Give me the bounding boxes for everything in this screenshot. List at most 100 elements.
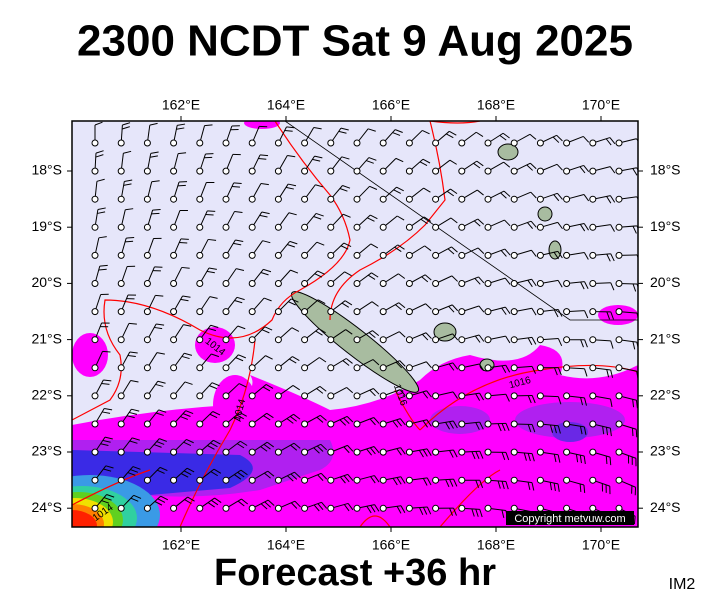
barb-feather	[186, 467, 195, 473]
barb-feather	[153, 444, 162, 448]
lat-label: 20°S	[650, 274, 681, 290]
lon-label: 166°E	[372, 97, 410, 113]
barb-station	[563, 364, 571, 372]
barb-feather	[549, 424, 554, 433]
barb-station	[196, 280, 204, 287]
barb-feather	[209, 413, 218, 419]
barb-station	[615, 476, 623, 484]
barb-feather	[501, 307, 507, 315]
barb-feather	[208, 327, 217, 332]
barb-feather	[450, 188, 458, 195]
barb-feather	[549, 482, 553, 491]
barb-feather	[425, 361, 432, 369]
barb-station	[379, 336, 387, 344]
barb-feather	[663, 140, 667, 147]
barb-feather	[259, 214, 268, 218]
barb-feather	[151, 180, 160, 183]
barb-station	[536, 308, 544, 316]
barb-feather	[342, 185, 351, 189]
barb-feather	[503, 190, 511, 197]
barb-feather	[422, 449, 428, 457]
barb-feather	[445, 479, 450, 488]
barb-station	[327, 392, 335, 400]
barb-station	[117, 392, 125, 400]
barb-station	[117, 308, 125, 316]
barb-station	[458, 364, 466, 372]
barb-station	[563, 139, 571, 147]
barb-feather	[366, 160, 374, 164]
barb-feather	[294, 471, 301, 478]
barb-feather	[505, 364, 511, 373]
barb-station	[563, 336, 571, 344]
barb-station	[327, 504, 335, 512]
barb-feather	[236, 443, 245, 449]
barb-station	[563, 308, 571, 316]
barb-feather	[260, 271, 269, 276]
barb-feather	[123, 183, 132, 186]
barb-feather	[448, 305, 455, 313]
barb-feather	[422, 158, 431, 164]
barb-feather	[395, 129, 403, 133]
barb-feather	[477, 247, 485, 254]
barb-station	[196, 139, 204, 147]
copyright-bg	[506, 511, 634, 525]
map-frame	[71, 120, 639, 528]
barb-feather	[453, 507, 457, 516]
barb-feather	[449, 421, 454, 429]
barb-feather	[340, 245, 349, 250]
barb-feather	[610, 282, 615, 291]
barb-staff	[645, 198, 663, 199]
barb-station	[405, 420, 413, 428]
barb-feather	[476, 189, 484, 196]
barb-feather	[501, 423, 506, 432]
barb-feather	[292, 356, 300, 362]
barb-feather	[127, 354, 136, 358]
barb-feather	[131, 408, 140, 412]
barb-feather	[368, 157, 377, 161]
barb-station	[196, 448, 204, 456]
barb-feather	[149, 122, 158, 126]
barb-station	[642, 337, 648, 343]
barb-feather	[263, 443, 271, 450]
barb-feather	[238, 383, 247, 388]
barb-station	[248, 420, 256, 428]
barb-feather	[126, 415, 135, 419]
barb-feather	[339, 476, 346, 484]
barb-station	[222, 392, 230, 400]
barb-feather	[367, 217, 375, 222]
barb-station	[301, 336, 309, 344]
barb-feather	[127, 472, 136, 476]
barb-feather	[211, 353, 220, 358]
barb-feather	[531, 395, 536, 404]
barb-feather	[159, 466, 168, 472]
barb-feather	[426, 506, 432, 515]
barb-feather	[97, 207, 106, 211]
barb-feather	[373, 446, 380, 454]
barb-feather	[475, 451, 480, 459]
barb-feather	[341, 156, 350, 160]
barb-feather	[233, 242, 242, 246]
barb-feather	[289, 416, 297, 422]
barb-feather	[262, 240, 271, 244]
barb-feather	[292, 384, 300, 391]
barb-station	[353, 392, 361, 400]
barb-feather	[553, 425, 557, 434]
barb-feather	[475, 131, 484, 137]
barb-station	[353, 223, 361, 231]
barb-station	[222, 504, 230, 512]
barb-station	[274, 476, 282, 484]
barb-station	[222, 448, 230, 456]
barb-feather	[579, 426, 583, 435]
barb-feather	[132, 437, 140, 441]
barb-feather	[477, 218, 485, 225]
barb-station	[143, 420, 151, 428]
barb-feather	[531, 337, 537, 345]
barb-feather	[239, 411, 247, 417]
barb-station	[510, 420, 518, 428]
barb-station	[379, 280, 387, 287]
barb-station	[405, 476, 413, 484]
barb-feather	[374, 504, 380, 512]
barb-station	[510, 392, 518, 400]
barb-station	[432, 476, 440, 484]
barb-station	[536, 223, 544, 231]
